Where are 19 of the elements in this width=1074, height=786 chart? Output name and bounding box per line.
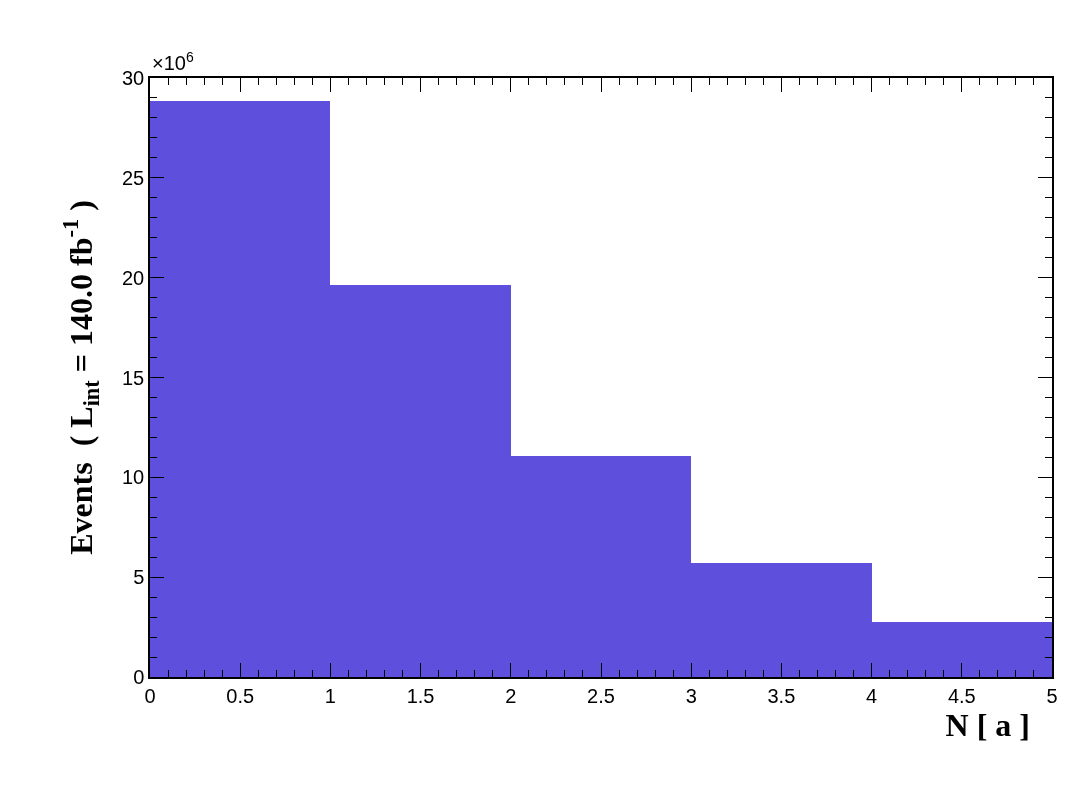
x-tick-label: 2.5	[587, 684, 615, 707]
y-tick-label: 0	[133, 666, 145, 688]
x-tick-label: 4	[866, 684, 878, 707]
x-tick-label: 3.5	[767, 684, 796, 707]
x-tick-label: 2	[505, 684, 517, 707]
x-tick-label: 5	[1046, 684, 1058, 707]
x-tick-label: 0.5	[226, 684, 255, 707]
y-tick-label: 5	[133, 566, 145, 589]
y-tick-label: 15	[122, 366, 145, 389]
x-tick-label: 4.5	[947, 684, 976, 707]
y-tick-label: 10	[122, 466, 145, 489]
text: ×10$^{6}$	[152, 49, 194, 75]
x-tick-label: 1.5	[406, 684, 435, 707]
x-tick-label: 3	[685, 684, 697, 707]
x-axis-title: N [ a ]	[945, 706, 1030, 743]
y-tick-label: 20	[122, 266, 145, 289]
y-tick-label: 30	[122, 67, 145, 89]
y-tick-label: 25	[122, 166, 145, 189]
x-tick-label: 1	[324, 684, 336, 707]
